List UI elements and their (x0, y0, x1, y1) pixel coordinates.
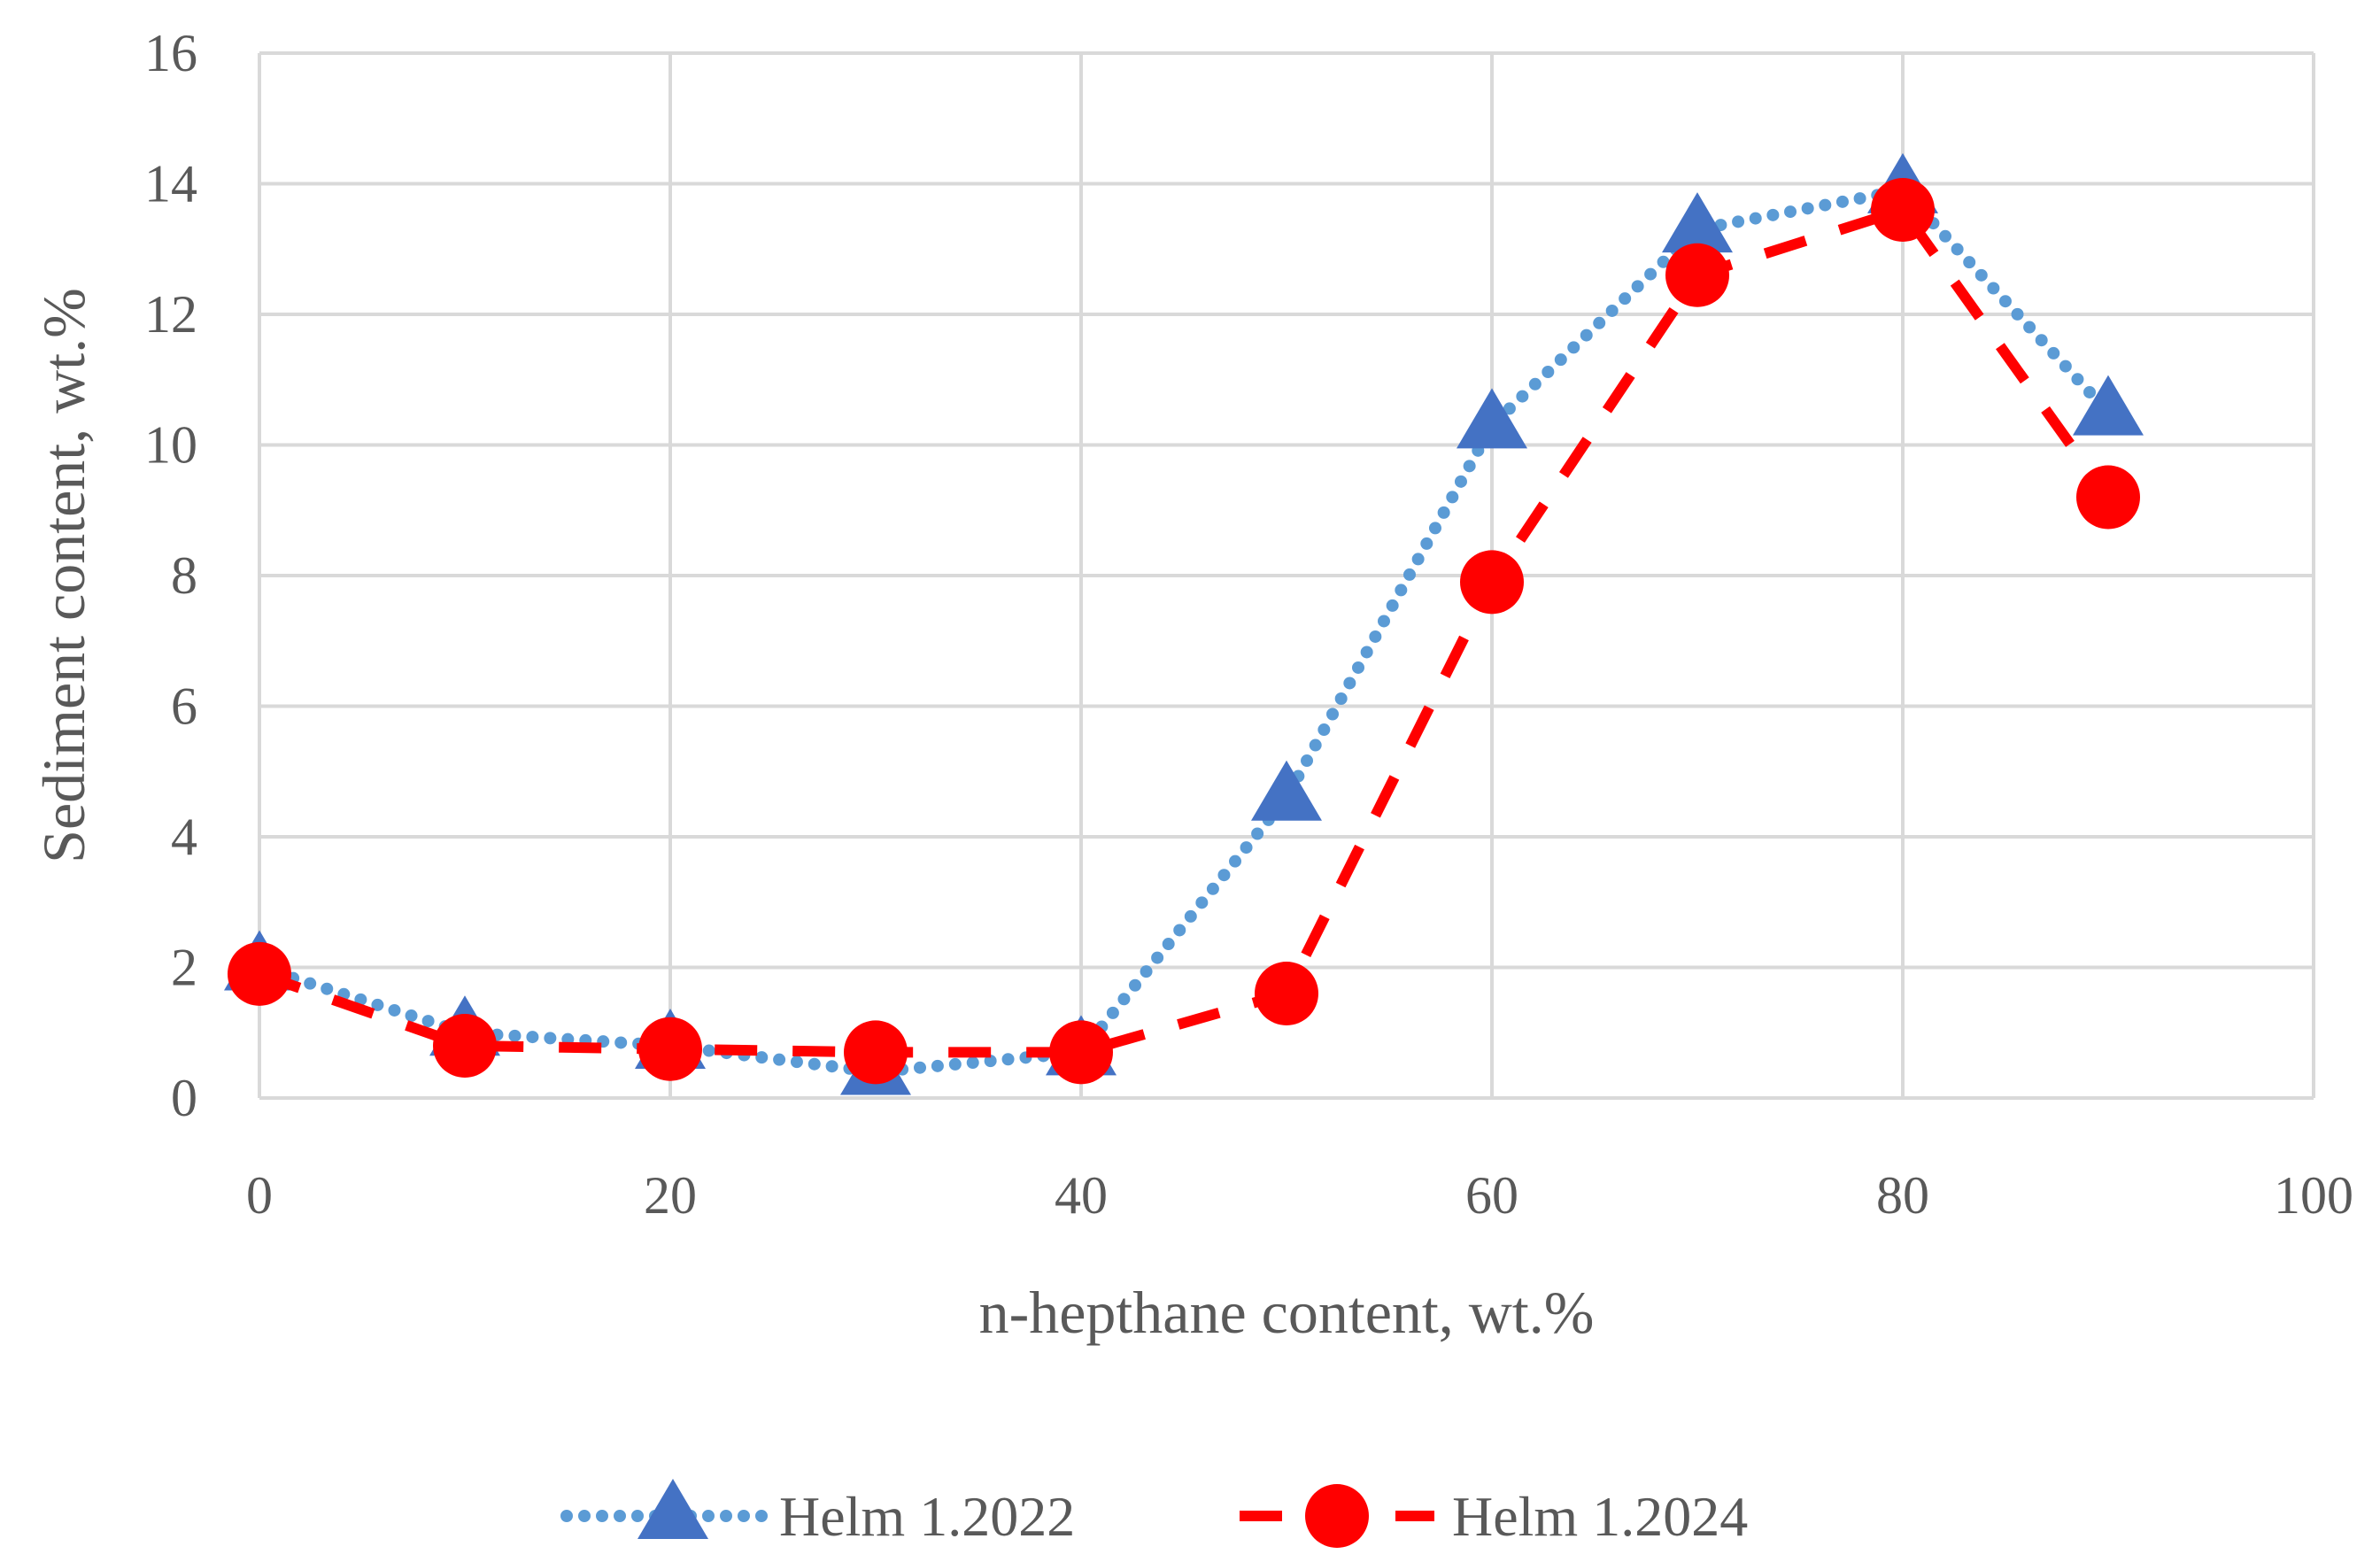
x-tick-label-100: 100 (2274, 1166, 2353, 1225)
y-tick-label-4: 4 (171, 808, 197, 866)
series-1-point-9 (2076, 465, 2140, 530)
y-axis-title: Sediment content, wt.% (30, 288, 97, 863)
series-layer (224, 152, 2144, 1095)
series-1-point-8 (1871, 178, 1935, 242)
series-line-0 (253, 183, 2114, 1079)
series-0-point-6 (1457, 388, 1527, 449)
x-axis-title: n-hepthane content, wt.% (979, 1279, 1595, 1346)
series-1-point-5 (1255, 962, 1318, 1025)
series-1-point-3 (844, 1020, 908, 1085)
series-0-point-9 (2073, 375, 2144, 436)
x-tick-label-40: 40 (1055, 1166, 1108, 1225)
y-tick-label-0: 0 (171, 1069, 197, 1127)
legend-marker-0 (638, 1479, 708, 1539)
x-axis-ticks: 0 20 40 60 80 100 (246, 1166, 2353, 1225)
y-tick-label-16: 16 (144, 24, 197, 82)
legend-item-0: Helm 1.2022 (560, 1479, 1075, 1548)
x-tick-label-20: 20 (644, 1166, 697, 1225)
series-1-point-7 (1665, 243, 1729, 307)
series-1-point-0 (228, 941, 291, 1006)
grid (258, 51, 2315, 1100)
series-line-1 (258, 205, 2113, 1058)
legend-item-1: Helm 1.2024 (1240, 1484, 1748, 1548)
series-1-point-6 (1460, 550, 1524, 615)
series-1-point-4 (1049, 1020, 1113, 1085)
series-0-point-5 (1251, 760, 1322, 821)
legend-label-0: Helm 1.2022 (779, 1485, 1075, 1548)
series-0 (224, 152, 2144, 1095)
y-tick-label-14: 14 (144, 155, 197, 213)
legend-marker-1 (1305, 1484, 1369, 1548)
y-axis-ticks: 0 2 4 6 8 10 12 14 16 (144, 24, 197, 1127)
y-tick-label-10: 10 (144, 416, 197, 475)
y-tick-label-6: 6 (171, 677, 197, 736)
series-1-point-2 (638, 1017, 702, 1081)
series-1 (228, 178, 2140, 1085)
y-tick-label-8: 8 (171, 546, 197, 605)
x-tick-label-0: 0 (246, 1166, 273, 1225)
x-tick-label-80: 80 (1876, 1166, 1929, 1225)
legend-label-1: Helm 1.2024 (1452, 1485, 1748, 1548)
legend: Helm 1.2022 Helm 1.2024 (560, 1479, 1748, 1548)
series-0-point-7 (1662, 192, 1733, 253)
series-1-point-1 (433, 1014, 497, 1078)
x-tick-label-60: 60 (1465, 1166, 1518, 1225)
y-tick-label-12: 12 (144, 285, 197, 344)
y-tick-label-2: 2 (171, 939, 197, 997)
